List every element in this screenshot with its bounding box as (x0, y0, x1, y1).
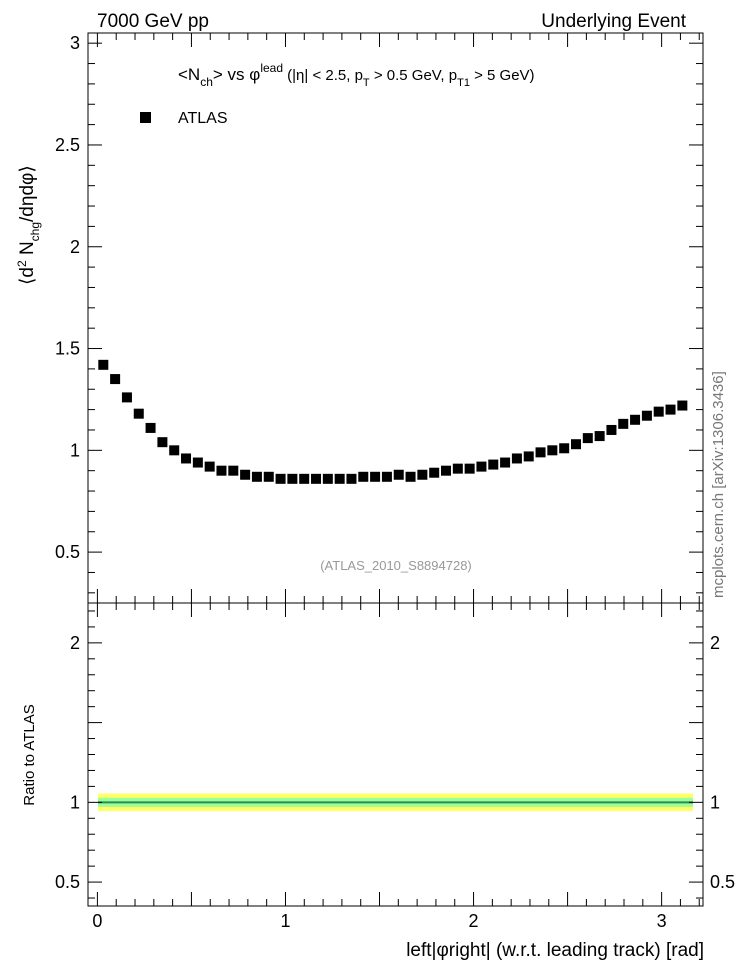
ratio-y-ticks: 0.5 0.5 1 1 2 2 (55, 610, 735, 899)
data-point (606, 424, 617, 435)
data-point (334, 473, 345, 484)
x-ticks: 0 1 2 3 (92, 33, 700, 931)
data-point (322, 473, 333, 484)
data-point (157, 437, 168, 448)
data-point (488, 459, 499, 470)
data-point (346, 473, 357, 484)
data-point (311, 473, 322, 484)
data-point (133, 408, 144, 419)
data-point (641, 410, 652, 421)
data-point (476, 461, 487, 472)
y-tick-label: 2 (70, 237, 80, 257)
x-tick-label: 2 (469, 911, 479, 931)
legend-marker (140, 112, 151, 123)
data-point (228, 465, 239, 476)
data-point (464, 463, 475, 474)
y-tick-label: 0.5 (55, 542, 80, 562)
data-point (677, 400, 688, 411)
data-point (192, 457, 203, 468)
data-point (299, 473, 310, 484)
data-point (511, 453, 522, 464)
data-point (121, 392, 132, 403)
analysis-watermark: (ATLAS_2010_S8894728) (320, 558, 472, 573)
x-tick-label: 3 (657, 911, 667, 931)
data-point (630, 414, 641, 425)
data-point (618, 418, 629, 429)
top-y-axis-label: ⟨d2 Nchg/dηdφ⟩ (15, 165, 42, 285)
data-point (251, 471, 262, 482)
data-point (110, 374, 121, 385)
ratio-tick-label: 2 (70, 633, 80, 653)
ratio-panel-frame (87, 602, 704, 907)
y-tick-label: 1 (70, 440, 80, 460)
data-point (523, 451, 534, 462)
data-point (500, 457, 511, 468)
top-y-ticks: 0.5 1 1.5 2 2.5 3 (55, 33, 703, 594)
data-point (275, 473, 286, 484)
data-point (559, 443, 570, 454)
data-point (452, 463, 463, 474)
x-tick-label: 0 (92, 911, 102, 931)
y-tick-label: 3 (70, 33, 80, 53)
data-point (240, 469, 251, 480)
side-label: mcplots.cern.ch [arXiv:1306.3436] (710, 371, 727, 598)
ratio-tick-label: 1 (70, 792, 80, 812)
data-point (381, 471, 392, 482)
data-point (547, 445, 558, 456)
header-right: Underlying Event (541, 11, 686, 32)
data-point (145, 422, 156, 433)
data-point (429, 467, 440, 478)
data-point (440, 465, 451, 476)
y-tick-label: 1.5 (55, 339, 80, 359)
ratio-tick-label: 2 (710, 633, 720, 653)
data-point (417, 469, 428, 480)
chart-title: <Nch> vs φlead (|η| < 2.5, pT > 0.5 GeV,… (178, 61, 535, 89)
data-point (653, 406, 664, 417)
data-point (169, 445, 180, 456)
data-point (393, 469, 404, 480)
x-axis-label: left|φright| (w.r.t. leading track) [rad… (406, 940, 704, 961)
data-point (263, 471, 274, 482)
ratio-y-axis-label: Ratio to ATLAS (21, 704, 38, 805)
data-point (582, 433, 593, 444)
data-point (594, 431, 605, 442)
data-point (358, 471, 369, 482)
legend-label: ATLAS (178, 110, 228, 127)
data-point (216, 465, 227, 476)
ratio-tick-label: 1 (710, 792, 720, 812)
data-point (204, 461, 215, 472)
data-point (665, 404, 676, 415)
ratio-tick-label: 0.5 (710, 872, 735, 892)
data-point (287, 473, 298, 484)
ratio-tick-label: 0.5 (55, 872, 80, 892)
data-point (370, 471, 381, 482)
data-point (535, 447, 546, 458)
y-tick-label: 2.5 (55, 135, 80, 155)
data-point (405, 471, 416, 482)
data-point (570, 439, 581, 450)
data-point (181, 453, 192, 464)
header-left: 7000 GeV pp (97, 11, 209, 32)
x-tick-label: 1 (280, 911, 290, 931)
data-point (98, 359, 109, 370)
data-points (98, 359, 688, 484)
